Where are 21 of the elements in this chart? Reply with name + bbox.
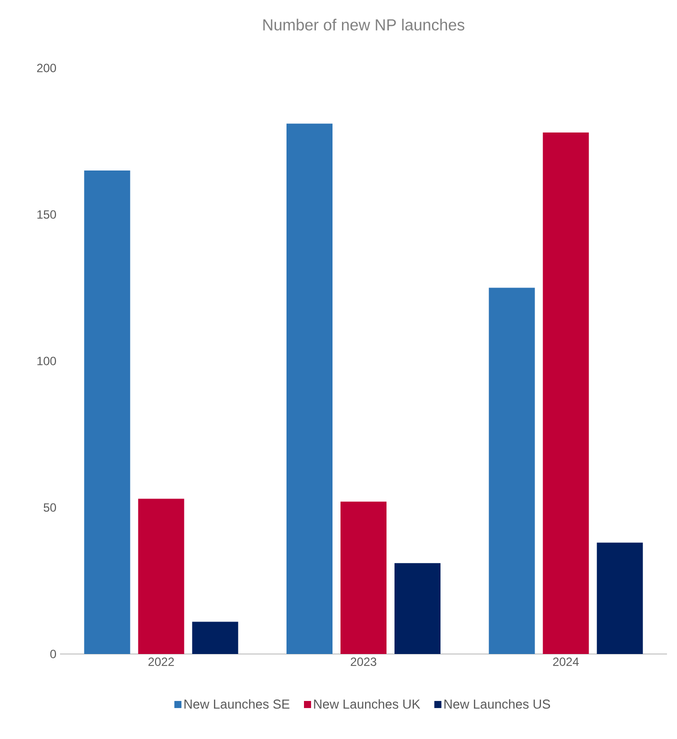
bar — [542, 132, 589, 654]
y-tick-label: 50 — [44, 503, 56, 512]
x-tick-label: 2024 — [553, 658, 579, 666]
y-tick-label: 0 — [50, 650, 56, 658]
bar — [138, 498, 184, 654]
bar — [192, 622, 238, 654]
bar — [596, 542, 643, 654]
chart-title: Number of new NP launches — [263, 18, 464, 30]
y-tick-label: 100 — [37, 356, 56, 366]
x-tick-label: 2022 — [148, 658, 174, 666]
x-tick-label: 2023 — [350, 658, 376, 666]
y-tick-label: 150 — [37, 210, 56, 219]
legend-label: New Launches US — [444, 699, 550, 709]
y-tick-label: 200 — [37, 64, 56, 72]
bar — [340, 502, 387, 654]
legend-label: New Launches UK — [314, 699, 420, 709]
bar — [84, 170, 130, 654]
bar — [488, 288, 535, 654]
legend-label: New Launches SE — [184, 699, 290, 709]
bar — [286, 124, 333, 654]
bar — [394, 563, 441, 654]
